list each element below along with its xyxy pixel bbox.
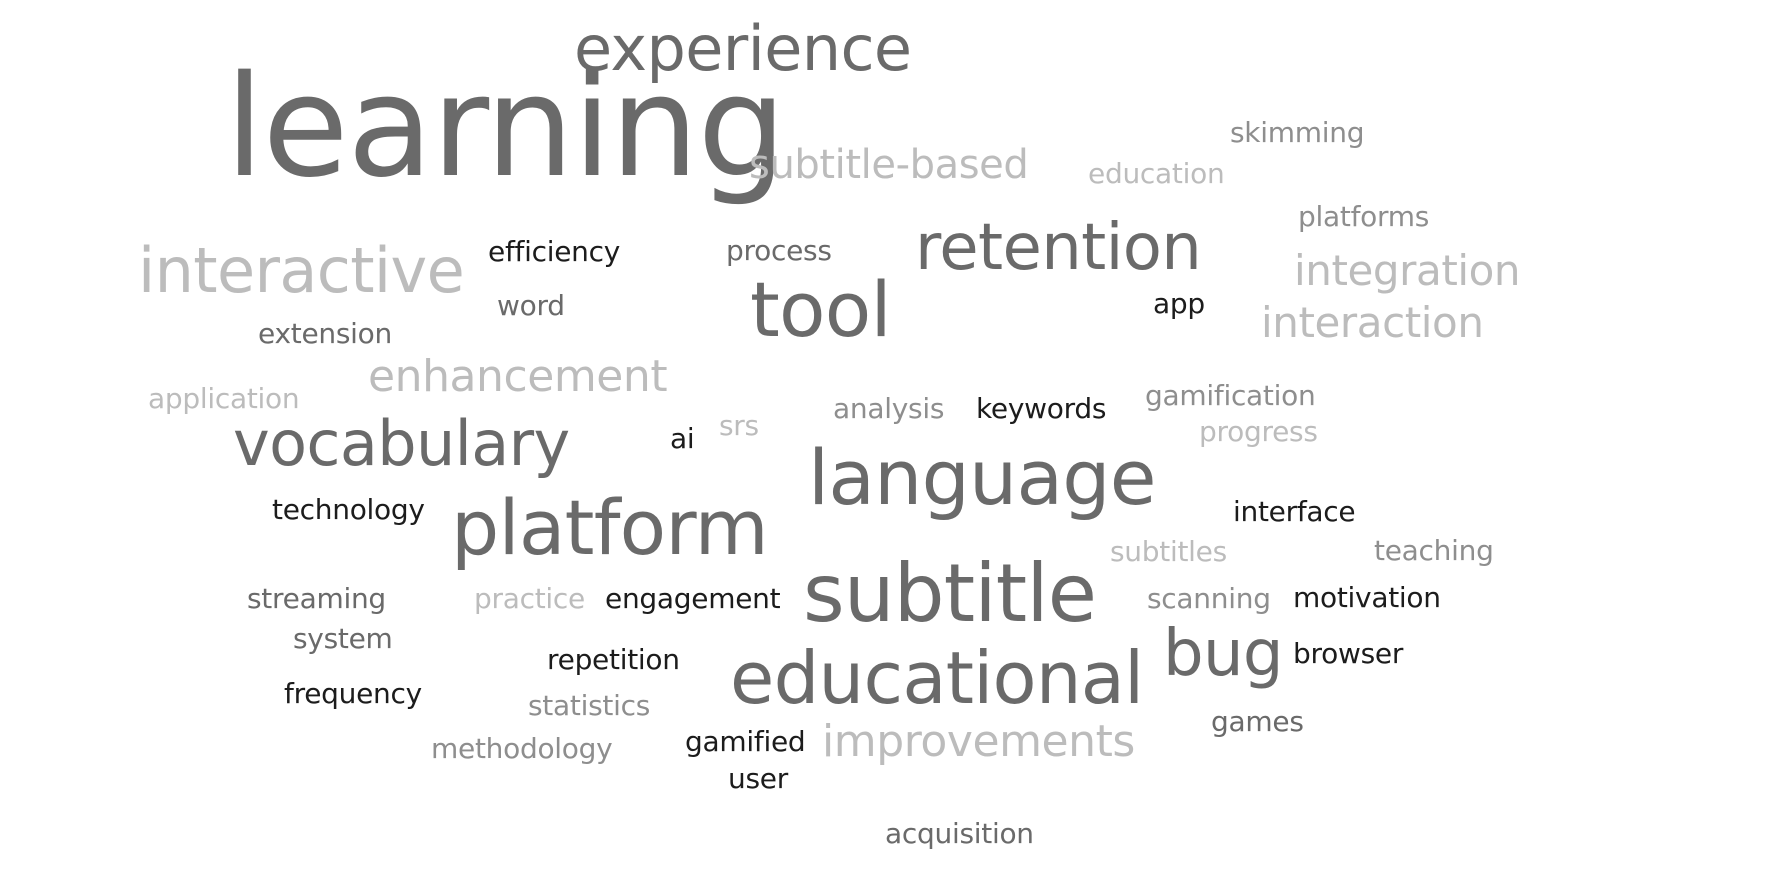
word-technology: technology <box>272 493 425 526</box>
word-skimming: skimming <box>1230 116 1365 149</box>
word-practice: practice <box>474 582 585 615</box>
word-educational: educational <box>730 636 1144 720</box>
word-experience: experience <box>574 12 912 85</box>
word-subtitle-based: subtitle-based <box>749 142 1029 188</box>
word-interaction: interaction <box>1261 298 1484 347</box>
word-bug: bug <box>1163 617 1284 691</box>
word-learning: learning <box>225 46 786 209</box>
word-browser: browser <box>1293 637 1404 670</box>
word-user: user <box>728 762 788 795</box>
word-app: app <box>1153 287 1205 320</box>
word-tool: tool <box>750 265 892 354</box>
word-subtitles: subtitles <box>1110 535 1227 568</box>
word-keywords: keywords <box>976 392 1107 425</box>
word-platforms: platforms <box>1298 200 1430 233</box>
word-methodology: methodology <box>431 732 613 765</box>
word-streaming: streaming <box>247 582 386 615</box>
word-vocabulary: vocabulary <box>233 407 570 480</box>
word-gamification: gamification <box>1145 379 1316 412</box>
word-word: word <box>497 289 565 322</box>
word-srs: srs <box>719 409 759 442</box>
word-gamified: gamified <box>685 725 806 758</box>
word-education: education <box>1088 157 1225 190</box>
word-improvements: improvements <box>822 716 1135 767</box>
word-ai: ai <box>670 422 695 455</box>
word-frequency: frequency <box>284 677 422 710</box>
word-process: process <box>726 234 832 267</box>
word-language: language <box>808 433 1157 522</box>
word-scanning: scanning <box>1147 582 1271 615</box>
word-games: games <box>1211 705 1304 738</box>
word-motivation: motivation <box>1293 581 1441 614</box>
word-interactive: interactive <box>138 234 465 307</box>
word-repetition: repetition <box>547 643 680 676</box>
word-retention: retention <box>915 211 1202 285</box>
word-subtitle: subtitle <box>803 547 1097 640</box>
word-application: application <box>148 382 300 415</box>
word-integration: integration <box>1294 246 1521 295</box>
word-enhancement: enhancement <box>368 351 668 402</box>
word-interface: interface <box>1233 495 1356 528</box>
word-analysis: analysis <box>833 392 945 425</box>
word-extension: extension <box>258 317 392 350</box>
word-platform: platform <box>451 483 769 572</box>
word-statistics: statistics <box>528 689 651 722</box>
word-progress: progress <box>1199 415 1318 448</box>
word-efficiency: efficiency <box>488 235 621 268</box>
word-system: system <box>293 622 393 655</box>
word-engagement: engagement <box>605 582 781 615</box>
word-acquisition: acquisition <box>885 817 1034 850</box>
word-teaching: teaching <box>1374 534 1494 567</box>
